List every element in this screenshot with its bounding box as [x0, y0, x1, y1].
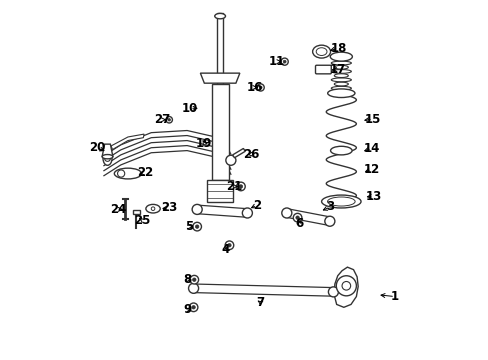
- Text: 13: 13: [365, 190, 381, 203]
- Text: 16: 16: [246, 81, 262, 94]
- Polygon shape: [232, 148, 244, 158]
- Text: 18: 18: [329, 41, 346, 54]
- Ellipse shape: [312, 45, 330, 58]
- Ellipse shape: [102, 154, 113, 159]
- Text: 19: 19: [196, 137, 212, 150]
- Circle shape: [341, 282, 350, 290]
- Circle shape: [259, 86, 262, 89]
- Text: 25: 25: [134, 214, 150, 227]
- Circle shape: [190, 275, 198, 284]
- Bar: [132, 210, 140, 214]
- Circle shape: [283, 60, 285, 63]
- Circle shape: [242, 208, 252, 218]
- Circle shape: [104, 156, 110, 161]
- Ellipse shape: [103, 152, 112, 165]
- Ellipse shape: [330, 78, 351, 82]
- Circle shape: [151, 207, 155, 211]
- Ellipse shape: [330, 61, 351, 65]
- Bar: [211, 84, 228, 180]
- Text: 12: 12: [363, 163, 379, 176]
- Text: 24: 24: [110, 203, 126, 216]
- Circle shape: [117, 170, 124, 177]
- Text: 5: 5: [184, 220, 193, 233]
- Text: 9: 9: [183, 303, 191, 316]
- Ellipse shape: [316, 48, 326, 55]
- Ellipse shape: [329, 52, 352, 61]
- Text: 8: 8: [183, 273, 191, 286]
- Text: 10: 10: [182, 102, 198, 115]
- Circle shape: [188, 283, 198, 293]
- Ellipse shape: [327, 197, 354, 206]
- Ellipse shape: [327, 89, 354, 98]
- Text: 17: 17: [329, 63, 345, 76]
- Ellipse shape: [330, 86, 351, 90]
- Polygon shape: [102, 144, 113, 157]
- Text: 20: 20: [88, 141, 104, 154]
- Circle shape: [195, 225, 199, 228]
- Ellipse shape: [334, 74, 347, 77]
- Polygon shape: [197, 205, 247, 217]
- Bar: [207, 180, 233, 202]
- Text: 14: 14: [363, 142, 379, 155]
- Text: 11: 11: [268, 55, 285, 68]
- Circle shape: [165, 117, 172, 123]
- Circle shape: [293, 213, 301, 222]
- Circle shape: [225, 155, 235, 165]
- Bar: [217, 13, 223, 84]
- Ellipse shape: [330, 69, 351, 73]
- Text: 26: 26: [243, 148, 259, 161]
- Ellipse shape: [214, 13, 225, 19]
- Text: 6: 6: [294, 217, 303, 230]
- Circle shape: [227, 244, 231, 247]
- Polygon shape: [193, 284, 333, 296]
- Circle shape: [281, 208, 291, 218]
- Ellipse shape: [321, 195, 360, 208]
- Circle shape: [167, 118, 170, 121]
- Circle shape: [192, 204, 202, 215]
- Polygon shape: [111, 134, 144, 149]
- Text: 22: 22: [137, 166, 153, 179]
- Circle shape: [236, 182, 244, 191]
- Polygon shape: [200, 73, 239, 83]
- Polygon shape: [333, 267, 357, 307]
- FancyBboxPatch shape: [315, 65, 330, 74]
- Circle shape: [295, 216, 299, 219]
- Circle shape: [281, 58, 287, 65]
- Text: 1: 1: [390, 290, 398, 303]
- Ellipse shape: [145, 204, 160, 213]
- Circle shape: [324, 216, 334, 226]
- Text: 27: 27: [154, 113, 170, 126]
- Circle shape: [192, 222, 201, 231]
- Circle shape: [239, 185, 242, 188]
- Ellipse shape: [334, 66, 347, 69]
- Circle shape: [191, 306, 195, 309]
- Circle shape: [192, 278, 196, 282]
- Polygon shape: [285, 209, 330, 225]
- Text: 23: 23: [161, 202, 177, 215]
- Circle shape: [224, 241, 233, 249]
- Circle shape: [336, 276, 356, 296]
- Circle shape: [189, 303, 198, 312]
- Circle shape: [257, 84, 264, 91]
- Text: 4: 4: [221, 243, 229, 256]
- Ellipse shape: [334, 82, 347, 86]
- Text: 7: 7: [256, 296, 264, 309]
- Ellipse shape: [114, 168, 142, 179]
- Text: 21: 21: [226, 180, 242, 193]
- Text: 2: 2: [252, 199, 261, 212]
- Text: 3: 3: [326, 201, 334, 213]
- Text: 15: 15: [364, 113, 380, 126]
- Circle shape: [328, 287, 338, 297]
- Ellipse shape: [330, 146, 351, 155]
